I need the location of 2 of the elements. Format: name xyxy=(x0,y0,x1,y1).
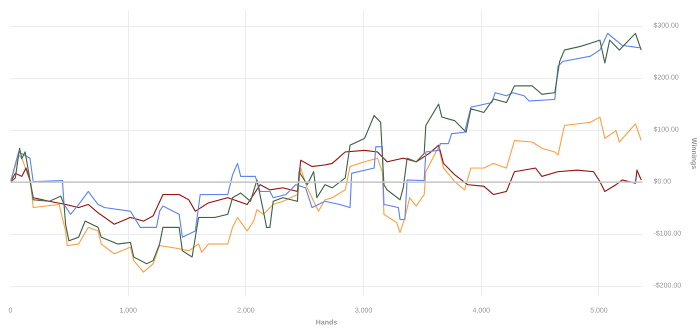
line-series xyxy=(10,144,642,225)
line-series xyxy=(10,116,642,273)
